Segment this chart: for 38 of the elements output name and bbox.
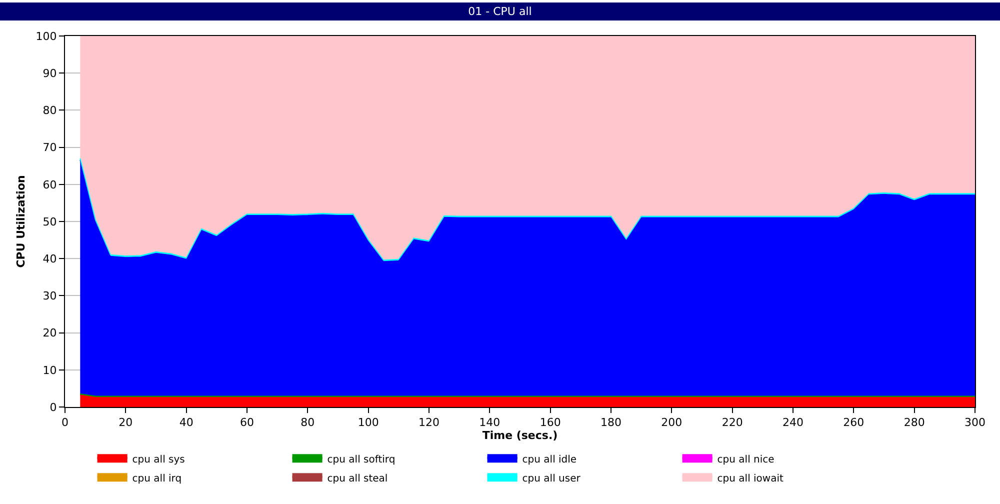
y-tick-label: 60 — [42, 178, 57, 192]
x-tick-label: 300 — [964, 416, 986, 430]
y-tick-label: 10 — [42, 364, 57, 377]
legend-label: cpu all iowait — [717, 474, 784, 484]
legend-label: cpu all nice — [717, 454, 774, 466]
x-tick-label: 120 — [418, 416, 440, 430]
y-tick-label: 30 — [42, 290, 57, 303]
x-tick-label: 60 — [240, 416, 254, 430]
legend-label: cpu all irq — [132, 474, 182, 484]
legend-label: cpu all softirq — [327, 454, 396, 466]
x-tick-label: 40 — [179, 416, 194, 430]
y-tick-label: 70 — [42, 141, 57, 154]
y-tick-label: 80 — [42, 104, 57, 118]
x-tick-label: 160 — [540, 416, 561, 430]
x-tick-label: 200 — [661, 416, 682, 430]
legend-label: cpu all idle — [522, 454, 577, 466]
x-tick-label: 140 — [479, 416, 500, 430]
x-tick-label: 0 — [62, 416, 68, 430]
y-axis-title: CPU Utilization — [14, 175, 28, 268]
x-tick-label: 20 — [118, 416, 133, 430]
y-tick-label: 0 — [50, 400, 57, 414]
x-tick-label: 240 — [782, 416, 804, 430]
x-tick-label: 80 — [300, 416, 315, 430]
x-tick-label: 180 — [600, 416, 622, 430]
x-tick-label: 100 — [358, 416, 379, 430]
x-tick-label: 260 — [843, 416, 864, 430]
legend-label: cpu all user — [522, 474, 582, 484]
y-tick-label: 90 — [42, 66, 57, 80]
legend-label: cpu all steal — [327, 474, 388, 484]
x-tick-label: 280 — [904, 416, 925, 430]
y-tick-label: 100 — [36, 30, 57, 43]
x-axis-title: Time (secs.) — [482, 429, 558, 442]
y-tick-label: 20 — [42, 326, 57, 340]
y-tick-label: 50 — [42, 215, 57, 228]
y-tick-label: 40 — [42, 252, 57, 266]
chart-title: 01 - CPU all — [468, 5, 532, 18]
legend-label: cpu all sys — [132, 454, 185, 466]
x-tick-label: 220 — [722, 416, 743, 430]
